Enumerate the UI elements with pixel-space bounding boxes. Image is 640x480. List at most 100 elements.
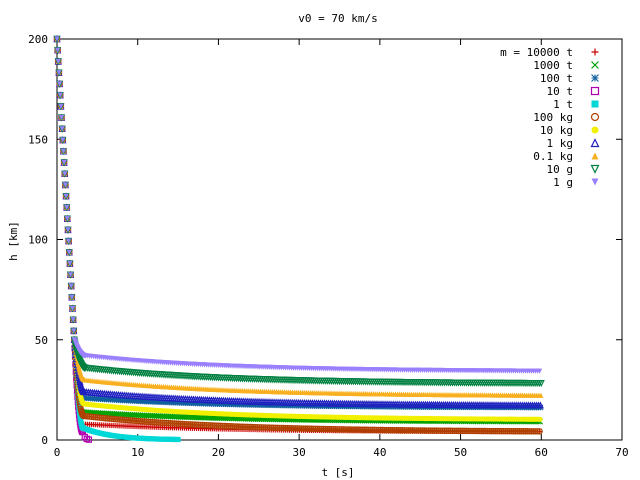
data-point [498, 427, 505, 435]
data-point [322, 425, 329, 433]
data-point [57, 92, 63, 98]
data-point [368, 426, 376, 434]
data-point [197, 421, 204, 429]
data-point [417, 427, 424, 434]
data-point [399, 427, 406, 434]
data-point [278, 424, 285, 432]
data-point [62, 171, 68, 177]
y-tick-label: 50 [35, 334, 48, 347]
x-tick-label: 60 [535, 446, 548, 459]
data-point [58, 114, 65, 121]
data-point [379, 426, 386, 434]
data-point [475, 427, 483, 435]
data-point [71, 328, 77, 334]
series-6 [54, 36, 543, 422]
data-point [76, 403, 82, 409]
data-point [276, 424, 283, 432]
data-point [366, 426, 374, 434]
legend-label: 100 kg [533, 111, 573, 124]
data-point [183, 420, 190, 428]
data-point [490, 427, 497, 435]
x-tick-label: 20 [212, 446, 225, 459]
data-point [261, 424, 269, 431]
data-point [459, 427, 467, 435]
data-point [304, 425, 311, 432]
data-point [318, 425, 325, 433]
data-point [65, 227, 71, 233]
data-point [288, 425, 295, 432]
data-point [308, 425, 315, 432]
data-point [443, 427, 450, 434]
data-point [496, 427, 503, 435]
data-point [55, 58, 61, 65]
data-point [298, 425, 305, 432]
data-point [199, 421, 206, 429]
data-point [58, 103, 64, 109]
data-point [421, 427, 428, 434]
data-point [451, 427, 459, 434]
data-point [487, 427, 495, 435]
data-point [68, 283, 74, 289]
data-point [393, 426, 400, 434]
data-point [348, 426, 356, 433]
data-point [300, 425, 307, 432]
data-point [330, 425, 337, 433]
data-point [346, 426, 354, 433]
legend-label: m = 10000 t [500, 46, 573, 59]
data-point [54, 36, 60, 42]
chart-title: v0 = 70 km/s [298, 12, 377, 25]
data-point [292, 425, 299, 432]
data-point [473, 427, 481, 435]
data-point [372, 426, 380, 434]
data-point [296, 425, 303, 432]
data-point [66, 249, 72, 255]
data-point [356, 426, 364, 433]
data-point [274, 424, 281, 432]
series-2 [54, 36, 544, 411]
x-tick-label: 50 [454, 446, 467, 459]
data-point [481, 427, 489, 435]
data-point [427, 427, 434, 434]
data-point [516, 428, 523, 435]
data-point [221, 422, 229, 430]
data-point [407, 427, 414, 434]
data-point [247, 423, 255, 431]
data-point [223, 422, 231, 430]
data-point [64, 204, 70, 211]
series-5 [53, 35, 543, 435]
data-point [64, 216, 70, 222]
legend-label: 1 t [553, 98, 573, 111]
data-point [377, 426, 384, 434]
data-point [314, 425, 321, 433]
data-point [189, 421, 196, 428]
data-point [506, 427, 513, 435]
data-point [449, 427, 457, 434]
data-point [179, 420, 186, 428]
data-point [429, 427, 436, 434]
data-point [431, 427, 438, 434]
data-point [514, 428, 521, 435]
data-point [203, 421, 210, 429]
legend-marker [591, 74, 599, 82]
data-point [477, 427, 485, 435]
data-point [209, 422, 216, 429]
data-point [280, 424, 287, 432]
data-point [522, 428, 529, 435]
data-point [340, 426, 348, 433]
data-point [56, 70, 62, 76]
data-point [358, 426, 366, 433]
data-point [56, 81, 63, 87]
data-point [294, 425, 301, 432]
data-point [63, 193, 69, 199]
data-point [425, 427, 432, 434]
x-axis-title: t [s] [321, 466, 354, 479]
data-point [241, 423, 249, 430]
data-point [502, 427, 509, 435]
legend-label: 10 g [547, 163, 574, 176]
data-point [290, 425, 297, 432]
data-point [268, 424, 275, 431]
data-point [483, 427, 491, 435]
series-8 [54, 36, 544, 398]
data-point [67, 272, 74, 278]
